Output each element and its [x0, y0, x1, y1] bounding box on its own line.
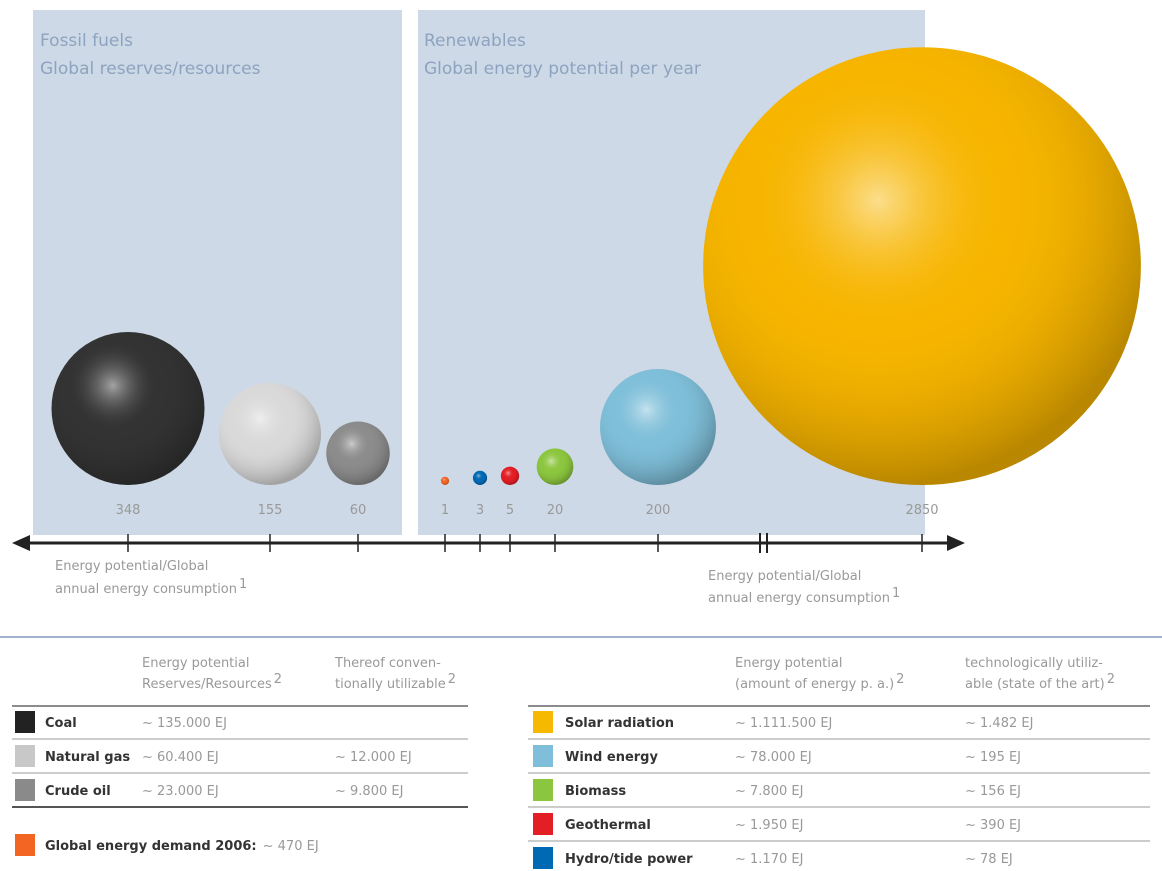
- cell: ~ 78.000 EJ: [735, 750, 812, 765]
- label-line: Energy potential/Global: [55, 559, 208, 574]
- cell: ~ 1.111.500 EJ: [735, 716, 832, 731]
- swatch: [15, 834, 35, 856]
- bubble-label: 1: [441, 503, 449, 518]
- panel-subtitle: Global reserves/resources: [40, 59, 261, 79]
- cell: ~ 12.000 EJ: [335, 750, 412, 765]
- bubble-shade: [703, 47, 1141, 485]
- panel-title: Renewables: [424, 31, 526, 51]
- label-line: technologically utiliz-: [965, 656, 1103, 671]
- label-line: annual energy consumption: [55, 582, 237, 597]
- bubble-shade: [218, 382, 322, 485]
- footnote: 1: [239, 577, 247, 592]
- swatch: [533, 745, 553, 767]
- cell: ~ 78 EJ: [965, 852, 1013, 867]
- row-name: Solar radiation: [565, 716, 674, 731]
- bubble-shade: [600, 369, 716, 485]
- label-line: Thereof conven-: [334, 656, 441, 671]
- swatch: [533, 813, 553, 835]
- footnote: 2: [448, 672, 456, 687]
- cell: ~ 7.800 EJ: [735, 784, 803, 799]
- panel-subtitle: Global energy potential per year: [424, 59, 701, 79]
- cell: ~ 60.400 EJ: [142, 750, 219, 765]
- footnote: 2: [1107, 672, 1115, 687]
- bubble-shade: [472, 470, 488, 485]
- label-line: Energy potential/Global: [708, 569, 861, 584]
- footnote: 1: [892, 586, 900, 601]
- axis-arrow: [12, 535, 30, 551]
- row-name: Geothermal: [565, 818, 651, 833]
- label-line: (amount of energy p. a.): [735, 677, 894, 692]
- swatch: [533, 779, 553, 801]
- bubble-label: 20: [547, 503, 564, 518]
- bubble-label: 348: [116, 503, 141, 518]
- cell: ~ 1.482 EJ: [965, 716, 1033, 731]
- row-name: Coal: [45, 716, 77, 731]
- bubble-label: 200: [646, 503, 671, 518]
- label-line: annual energy consumption: [708, 591, 890, 606]
- cell: ~ 1.950 EJ: [735, 818, 803, 833]
- footnote: 2: [274, 672, 282, 687]
- label-line: Energy potential: [735, 656, 842, 671]
- row-name: Natural gas: [45, 750, 130, 765]
- swatch: [15, 779, 35, 801]
- bubble-shade: [440, 476, 450, 485]
- swatch: [15, 711, 35, 733]
- bubble-label: 3: [476, 503, 484, 518]
- cell: ~ 195 EJ: [965, 750, 1021, 765]
- swatch: [15, 745, 35, 767]
- label-line: Reserves/Resources: [142, 677, 272, 692]
- cell: ~ 1.170 EJ: [735, 852, 803, 867]
- row-name: Crude oil: [45, 784, 111, 799]
- demand-label: Global energy demand 2006:: [45, 839, 257, 854]
- label-line: able (state of the art): [965, 677, 1105, 692]
- cell: ~ 156 EJ: [965, 784, 1021, 799]
- cell: ~ 23.000 EJ: [142, 784, 219, 799]
- axis-arrow: [947, 535, 965, 551]
- label-line: tionally utilizable: [335, 677, 446, 692]
- swatch: [533, 847, 553, 869]
- label-line: Energy potential: [142, 656, 249, 671]
- bubble-label: 2850: [905, 503, 938, 518]
- bubble-shade: [500, 466, 520, 485]
- row-name: Biomass: [565, 784, 626, 799]
- bubble-shade: [51, 332, 205, 485]
- cell: ~ 135.000 EJ: [142, 716, 227, 731]
- bubble-shade: [536, 448, 574, 485]
- bubble-label: 155: [258, 503, 283, 518]
- bubble-label: 5: [506, 503, 514, 518]
- footnote: 2: [896, 672, 904, 687]
- cell: ~ 9.800 EJ: [335, 784, 403, 799]
- bubble-shade: [326, 421, 390, 486]
- demand-value: ~ 470 EJ: [263, 839, 319, 854]
- row-name: Hydro/tide power: [565, 852, 693, 867]
- panel-title: Fossil fuels: [40, 31, 133, 51]
- row-name: Wind energy: [565, 750, 658, 765]
- bubble-label: 60: [350, 503, 367, 518]
- swatch: [533, 711, 553, 733]
- cell: ~ 390 EJ: [965, 818, 1021, 833]
